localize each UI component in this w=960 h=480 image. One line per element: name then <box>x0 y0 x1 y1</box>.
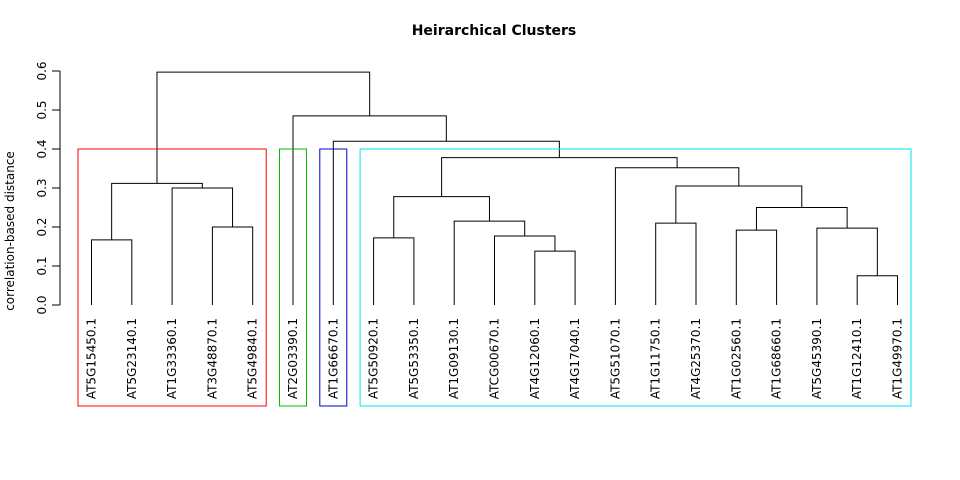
y-tick-label: 0.3 <box>35 178 49 197</box>
dendrogram-link <box>755 207 848 231</box>
dendrogram-links <box>91 71 898 305</box>
dendrogram-link <box>211 226 254 305</box>
dendrogram-link <box>675 185 803 224</box>
cluster-boxes <box>77 148 912 407</box>
leaf-label: AT5G15450.1 <box>85 318 99 399</box>
dendrogram-link <box>91 239 133 305</box>
dendrogram-link <box>171 187 234 305</box>
leaf-label: AT1G11750.1 <box>649 318 663 399</box>
y-tick-label: 0.5 <box>35 100 49 119</box>
dendrogram-link <box>534 250 576 305</box>
chart-title: Heirarchical Clusters <box>412 23 577 39</box>
y-tick-label: 0.4 <box>35 139 49 158</box>
dendrogram-link <box>156 71 371 184</box>
leaf-label: AT5G50920.1 <box>367 318 381 399</box>
dendrogram-link <box>614 167 740 305</box>
leaf-label: AT1G49970.1 <box>891 318 905 399</box>
dendrogram-link <box>373 237 415 305</box>
leaf-label: AT1G09130.1 <box>447 318 461 399</box>
dendrogram-link <box>494 235 556 305</box>
dendrogram-link <box>735 229 778 305</box>
y-tick-label: 0.2 <box>35 217 49 236</box>
leaf-label: AT1G02560.1 <box>729 318 743 399</box>
dendrogram-link <box>332 140 560 305</box>
dendrogram-link <box>453 220 526 305</box>
leaf-label: AT5G53350.1 <box>407 318 421 399</box>
leaf-label: AT4G25370.1 <box>689 318 703 399</box>
leaf-label: AT1G66670.1 <box>326 318 340 399</box>
dendrogram-link <box>111 182 203 240</box>
dendrogram-link <box>393 196 490 238</box>
leaf-label: AT5G45390.1 <box>810 318 824 399</box>
leaf-label: AT5G23140.1 <box>125 318 139 399</box>
dendrogram-link <box>655 222 697 305</box>
leaf-labels: AT5G15450.1 AT5G23140.1 AT1G33360.1 AT3G488… <box>85 318 905 399</box>
leaf-label: AT2G03390.1 <box>286 318 300 399</box>
y-axis-label: correlation-based distance <box>3 151 17 311</box>
cluster-box <box>279 148 307 407</box>
leaf-label: AT4G17040.1 <box>568 318 582 399</box>
y-axis: 0.0 0.1 0.2 0.3 0.4 0.5 0.6 <box>35 61 61 315</box>
leaf-label: ATCG00670.1 <box>488 318 502 399</box>
y-tick-label: 0.1 <box>35 256 49 275</box>
y-tick-label: 0.0 <box>35 295 49 314</box>
cluster-box <box>319 148 348 407</box>
dendrogram-link <box>292 115 447 305</box>
dendrogram-link <box>816 227 878 305</box>
dendrogram-link <box>441 157 678 197</box>
dendrogram-link <box>856 275 898 305</box>
y-tick-label: 0.6 <box>35 61 49 80</box>
leaf-label: AT1G33360.1 <box>165 318 179 399</box>
leaf-label: AT5G51070.1 <box>608 318 622 399</box>
leaf-label: AT3G48870.1 <box>205 318 219 399</box>
cluster-box <box>77 148 267 407</box>
leaf-label: AT1G12410.1 <box>850 318 864 399</box>
leaf-label: AT4G12060.1 <box>528 318 542 399</box>
leaf-label: AT5G49840.1 <box>246 318 260 399</box>
cluster-box <box>359 148 912 407</box>
leaf-label: AT1G68660.1 <box>770 318 784 399</box>
